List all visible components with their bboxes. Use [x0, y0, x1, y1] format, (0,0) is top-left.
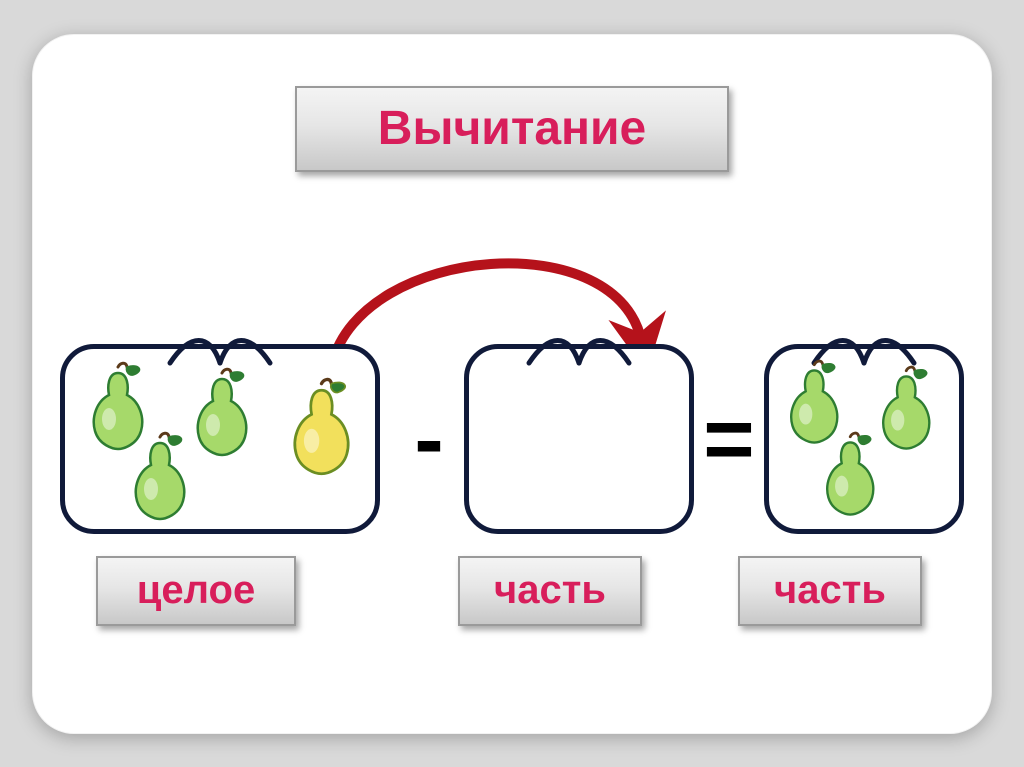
pear-icon: [283, 377, 360, 481]
bag-subtract: [464, 344, 694, 534]
label-part2: часть: [738, 556, 922, 626]
pear-container-whole: [65, 349, 375, 529]
label-whole-text: целое: [137, 568, 255, 613]
label-whole: целое: [96, 556, 296, 626]
title-box: Вычитание: [295, 86, 729, 172]
pear-container-result: [769, 349, 959, 529]
label-part1-text: часть: [494, 568, 606, 613]
pear-icon: [125, 431, 195, 526]
equation-row: - =: [32, 344, 992, 534]
pear-container-subtract: [469, 349, 689, 529]
minus-operator: -: [394, 395, 464, 483]
equals-operator: =: [694, 395, 764, 483]
title-text: Вычитание: [378, 101, 646, 156]
pear-icon: [187, 367, 257, 457]
pear-icon: [873, 365, 940, 451]
label-part1: часть: [458, 556, 642, 626]
pear-icon: [187, 367, 257, 462]
pear-icon: [283, 377, 360, 476]
pear-icon: [873, 365, 940, 456]
bag-result: [764, 344, 964, 534]
labels-row: целое часть часть: [32, 556, 992, 626]
label-part2-text: часть: [774, 568, 886, 613]
bag-whole: [60, 344, 380, 534]
card: Вычитание: [32, 34, 992, 734]
pear-icon: [125, 431, 195, 521]
